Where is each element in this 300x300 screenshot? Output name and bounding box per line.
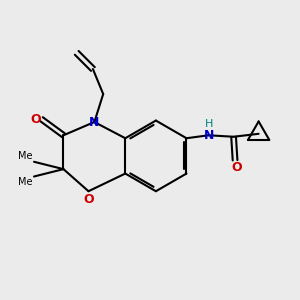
- Text: O: O: [31, 112, 41, 126]
- Text: O: O: [84, 193, 94, 206]
- Text: H: H: [205, 119, 213, 129]
- Text: N: N: [89, 116, 100, 128]
- Text: Me: Me: [18, 152, 32, 161]
- Text: Me: Me: [18, 177, 32, 187]
- Text: O: O: [231, 161, 242, 174]
- Text: N: N: [203, 129, 214, 142]
